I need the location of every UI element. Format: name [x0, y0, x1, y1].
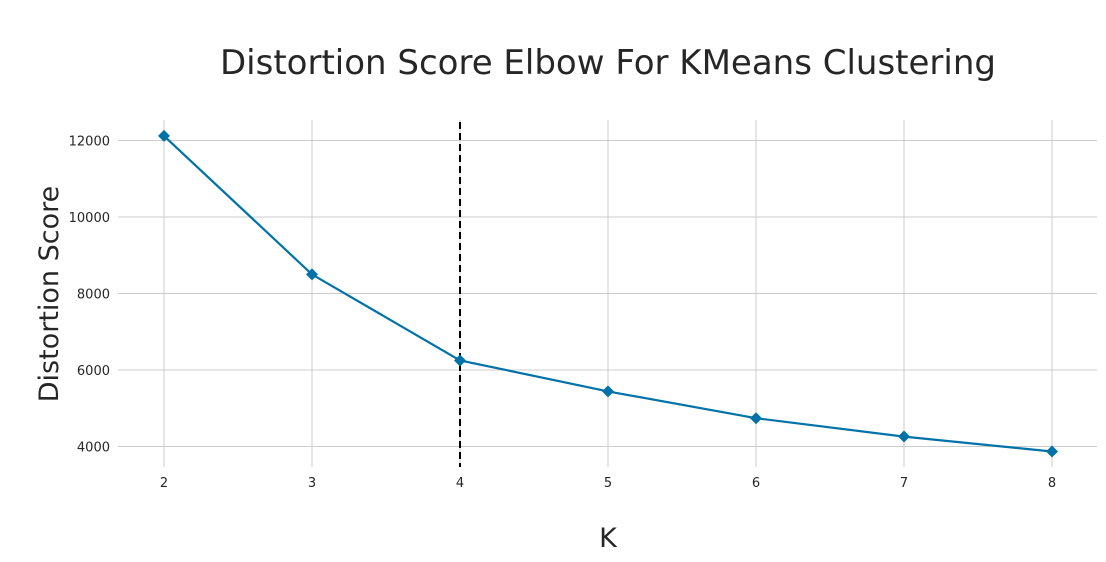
data-point-marker — [158, 129, 170, 142]
y-axis-label: Distortion Score — [34, 186, 65, 403]
y-tick-label: 10000 — [69, 211, 110, 226]
x-tick-label: 8 — [1048, 476, 1056, 491]
x-tick-label: 3 — [308, 476, 316, 491]
x-axis-label: K — [599, 523, 618, 554]
data-point-marker — [306, 268, 318, 281]
data-point-marker — [898, 430, 910, 443]
series-layer — [158, 129, 1058, 458]
y-tick-label: 12000 — [69, 135, 110, 150]
grid — [118, 120, 1097, 467]
x-tick-label: 5 — [604, 476, 612, 491]
data-point-marker — [454, 354, 466, 367]
x-tick-label: 2 — [160, 476, 168, 491]
x-tick-label: 6 — [752, 476, 760, 491]
x-tick-label: 7 — [900, 476, 908, 491]
y-tick-label: 8000 — [77, 288, 110, 303]
y-tick-label: 6000 — [77, 364, 110, 379]
tick-labels: 2 3 4 5 6 7 8 4000 6000 8000 10000 12000 — [69, 135, 1057, 492]
chart-title: Distortion Score Elbow For KMeans Cluste… — [220, 43, 996, 83]
x-tick-label: 4 — [456, 476, 464, 491]
y-tick-label: 4000 — [77, 441, 110, 456]
data-point-marker — [602, 385, 614, 398]
data-point-marker — [750, 412, 762, 425]
data-point-marker — [1046, 445, 1058, 458]
